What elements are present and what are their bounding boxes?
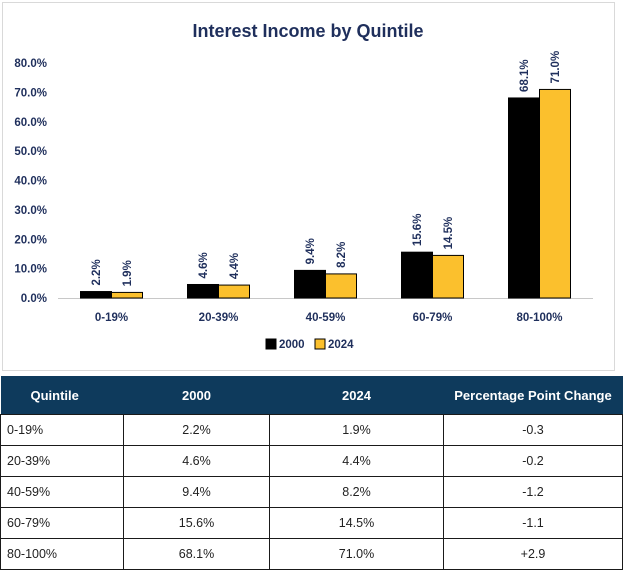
bar-2024 — [432, 254, 464, 299]
data-label: 15.6% — [412, 214, 424, 247]
chart-title: Interest Income by Quintile — [192, 21, 423, 41]
chart-container: Interest Income by Quintile 0.0% 10.0% 20.0… — [2, 2, 615, 371]
cell-quintile: 20-39% — [0, 445, 124, 477]
cell-2024: 71.0% — [269, 538, 444, 570]
cell-change: -0.2 — [443, 445, 623, 477]
table-row: 20-39% 4.6% 4.4% -0.2 — [0, 445, 623, 477]
bar-2000 — [508, 97, 540, 299]
bar-2024 — [325, 273, 357, 299]
y-tick-label: 0.0% — [21, 293, 47, 305]
x-tick-label: 0-19% — [95, 312, 128, 324]
table-row: 40-59% 9.4% 8.2% -1.2 — [0, 476, 623, 508]
header-2024: 2024 — [269, 376, 444, 415]
data-label: 4.4% — [229, 253, 241, 279]
bar-2024 — [539, 88, 571, 299]
header-change: Percentage Point Change — [443, 376, 623, 415]
y-tick-label: 40.0% — [14, 176, 47, 188]
x-tick-label: 60-79% — [413, 312, 453, 324]
header-2000: 2000 — [123, 376, 270, 415]
legend-swatch — [314, 338, 326, 350]
y-tick-label: 70.0% — [14, 87, 47, 99]
y-tick-label: 30.0% — [14, 205, 47, 217]
data-label: 8.2% — [336, 242, 348, 268]
cell-2024: 14.5% — [269, 507, 444, 539]
data-label: 9.4% — [305, 238, 317, 264]
cell-change: -1.2 — [443, 476, 623, 508]
bar-2000 — [401, 251, 433, 299]
x-tick-label: 80-100% — [516, 312, 562, 324]
bar-2000 — [80, 291, 112, 299]
bar-chart: Interest Income by Quintile 0.0% 10.0% 20.0… — [14, 21, 593, 351]
cell-2000: 9.4% — [123, 476, 270, 508]
bar-2024 — [111, 291, 143, 299]
legend-swatch — [265, 338, 277, 350]
table-row: 80-100% 68.1% 71.0% +2.9 — [0, 538, 623, 570]
bar-2024 — [218, 284, 250, 299]
cell-change: +2.9 — [443, 538, 623, 570]
data-table: Quintile 2000 2024 Percentage Point Chan… — [0, 376, 623, 570]
cell-quintile: 60-79% — [0, 507, 124, 539]
x-tick-label: 40-59% — [306, 312, 346, 324]
y-tick-label: 10.0% — [14, 264, 47, 276]
legend-label: 2024 — [328, 339, 354, 351]
cell-change: -0.3 — [443, 414, 623, 446]
header-quintile: Quintile — [0, 376, 124, 415]
cell-change: -1.1 — [443, 507, 623, 539]
x-tick-label: 20-39% — [199, 312, 239, 324]
data-label: 1.9% — [122, 260, 134, 286]
cell-quintile: 80-100% — [0, 538, 124, 570]
data-label: 71.0% — [550, 51, 562, 84]
data-label: 14.5% — [443, 217, 455, 250]
cell-quintile: 40-59% — [0, 476, 124, 508]
cell-2000: 4.6% — [123, 445, 270, 477]
y-tick-label: 60.0% — [14, 117, 47, 129]
cell-2000: 2.2% — [123, 414, 270, 446]
cell-2024: 4.4% — [269, 445, 444, 477]
y-tick-label: 80.0% — [14, 58, 47, 70]
cell-2024: 8.2% — [269, 476, 444, 508]
y-tick-label: 20.0% — [14, 234, 47, 246]
data-label: 2.2% — [91, 259, 103, 285]
table-row: 60-79% 15.6% 14.5% -1.1 — [0, 507, 623, 539]
cell-2000: 15.6% — [123, 507, 270, 539]
cell-2024: 1.9% — [269, 414, 444, 446]
data-label: 4.6% — [198, 252, 210, 278]
bar-2000 — [294, 269, 326, 299]
cell-quintile: 0-19% — [0, 414, 124, 446]
cell-2000: 68.1% — [123, 538, 270, 570]
bar-2000 — [187, 283, 219, 299]
table-header-row: Quintile 2000 2024 Percentage Point Chan… — [0, 376, 623, 415]
data-label: 68.1% — [519, 59, 531, 92]
table-row: 0-19% 2.2% 1.9% -0.3 — [0, 414, 623, 446]
legend-label: 2000 — [279, 339, 305, 351]
y-tick-label: 50.0% — [14, 146, 47, 158]
